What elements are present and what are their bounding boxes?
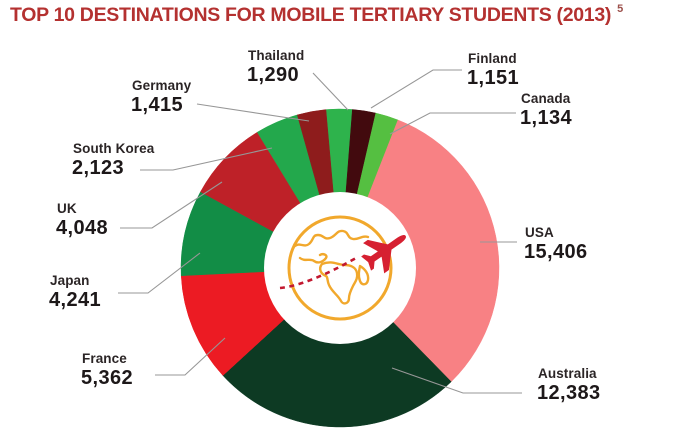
page-title: TOP 10 DESTINATIONS FOR MOBILE TERTIARY … — [10, 2, 623, 27]
airplane-icon — [361, 235, 406, 274]
country-value: 1,290 — [247, 63, 300, 86]
country-value: 4,241 — [49, 288, 102, 311]
label-uk: UK 4,048 — [56, 202, 108, 238]
label-australia: Australia 12,383 — [537, 367, 601, 403]
title-text: TOP 10 DESTINATIONS FOR MOBILE TERTIARY … — [10, 4, 612, 26]
label-south-korea: South Korea 2,123 — [72, 142, 154, 178]
label-france: France 5,362 — [81, 352, 133, 388]
pie-slice-australia — [222, 267, 452, 428]
country-name: South Korea — [73, 141, 155, 156]
label-germany: Germany 1,415 — [131, 79, 191, 115]
label-thailand: Thailand 1,290 — [247, 49, 304, 85]
pie-slice-usa — [339, 119, 500, 383]
country-value: 4,048 — [56, 216, 109, 239]
leader-line-finland — [370, 69, 462, 109]
country-name: Germany — [132, 78, 192, 93]
country-name: USA — [525, 225, 554, 240]
country-value: 2,123 — [72, 156, 125, 179]
country-value: 1,151 — [467, 66, 520, 89]
leader-line-canada — [389, 112, 516, 135]
label-finland: Finland 1,151 — [467, 52, 519, 88]
label-japan: Japan 4,241 — [49, 274, 101, 310]
chart-center — [264, 192, 416, 344]
country-value: 1,134 — [520, 106, 573, 129]
leader-line-france — [155, 337, 226, 376]
country-value: 15,406 — [524, 240, 588, 263]
country-name: Canada — [521, 91, 571, 106]
leader-line-australia — [391, 367, 522, 394]
country-name: UK — [57, 201, 77, 216]
pie-slices — [180, 108, 500, 428]
donut-hole — [264, 192, 416, 344]
country-name: France — [82, 351, 127, 366]
country-value: 12,383 — [537, 381, 601, 404]
country-value: 1,415 — [131, 93, 184, 116]
label-usa: USA 15,406 — [524, 226, 588, 262]
footnote-reference: 5 — [617, 2, 623, 15]
leader-line-germany — [196, 103, 310, 122]
country-name: Finland — [468, 51, 517, 66]
country-name: Japan — [50, 273, 90, 288]
country-name: Thailand — [248, 48, 305, 63]
leader-line-uk — [120, 181, 223, 229]
label-canada: Canada 1,134 — [520, 92, 572, 128]
country-name: Australia — [538, 366, 597, 381]
leader-line-japan — [118, 252, 201, 294]
leader-lines — [118, 69, 522, 394]
leader-line-south-korea — [140, 147, 273, 171]
country-value: 5,362 — [81, 366, 134, 389]
leader-line-thailand — [312, 72, 349, 111]
